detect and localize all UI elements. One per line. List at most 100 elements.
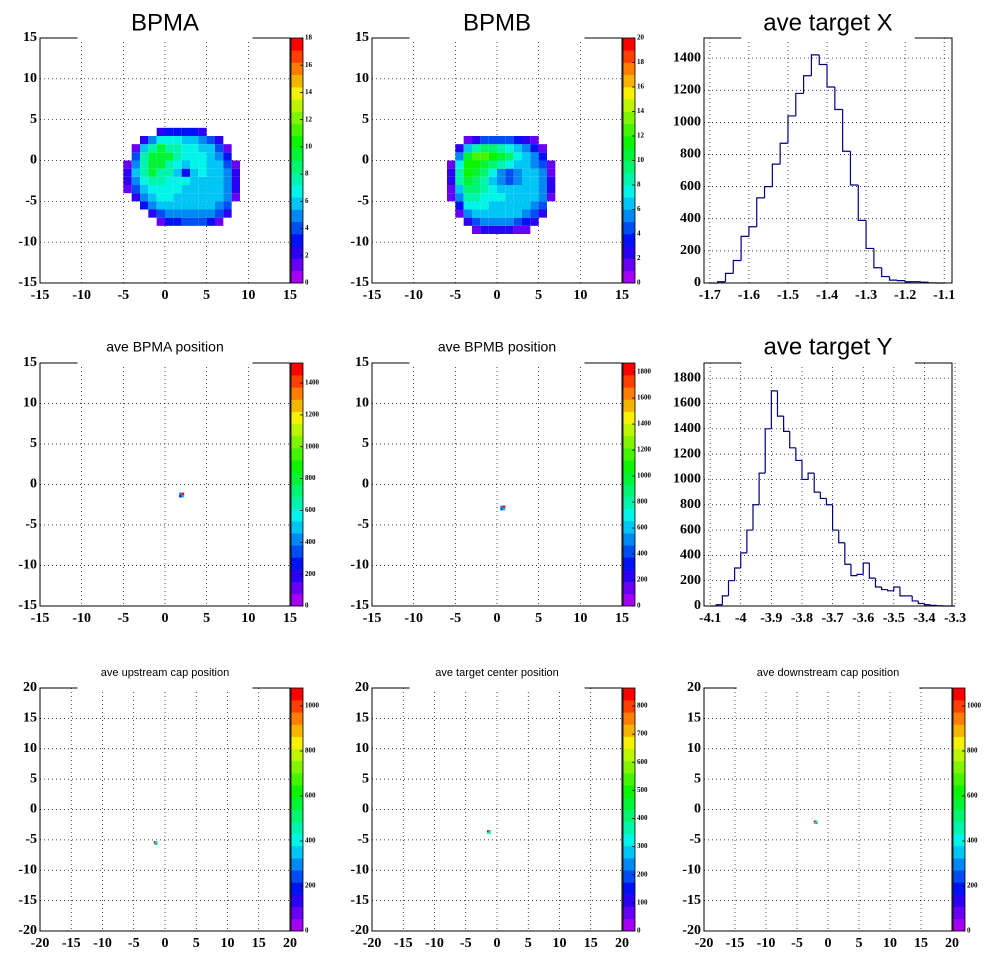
heatmap-cell [165, 193, 174, 202]
histogram-step [763, 186, 773, 198]
colorbar-frame [290, 362, 304, 607]
colorbar-step [291, 387, 303, 400]
heatmap-cell [455, 160, 464, 169]
y-tick-label: -15 [350, 893, 369, 908]
heatmap-cell [156, 185, 165, 194]
heatmap-cell [487, 830, 489, 832]
colorbar-tick-label: 600 [305, 792, 316, 800]
heatmap-cell [190, 176, 199, 185]
colorbar-step [291, 688, 303, 701]
colorbar-tick-label: 200 [637, 870, 648, 878]
y-tick-label: 400 [680, 211, 701, 226]
heatmap-cell [153, 841, 156, 843]
heatmap-cell [206, 144, 215, 153]
histogram-step [856, 573, 864, 576]
colorbar-step [953, 700, 965, 713]
histogram-step [783, 416, 790, 432]
heatmap-cell [547, 185, 556, 194]
y-tick-label: 10 [23, 741, 37, 756]
colorbar-step [291, 270, 303, 284]
chart-title: ave target X [763, 9, 892, 36]
x-tick-label: 0 [825, 936, 832, 951]
heatmap-cell [513, 168, 522, 177]
colorbar-step [953, 797, 965, 810]
heatmap-cell [156, 209, 165, 218]
y-tick-label: 10 [355, 741, 369, 756]
colorbar-step [623, 460, 635, 473]
heatmap-cell [480, 168, 489, 177]
heatmap-cell [530, 193, 539, 202]
colorbar-step [623, 545, 635, 558]
x-tick-label: 10 [221, 936, 235, 951]
heatmap-cell [538, 193, 547, 202]
colorbar-step [623, 845, 635, 859]
heatmap-cell [131, 193, 140, 202]
colorbar-tick-label: 700 [637, 730, 648, 738]
colorbar-tick-label: 4 [305, 224, 309, 232]
heatmap-cell [538, 160, 547, 169]
heatmap-cell [190, 160, 199, 169]
y-tick-label: 5 [30, 436, 37, 451]
heatmap-cell [505, 152, 514, 161]
heatmap-cell [530, 201, 539, 210]
y-tick-label: 0 [694, 598, 701, 613]
heatmap-cell [123, 160, 132, 169]
colorbar-tick-label: 0 [305, 927, 309, 935]
colorbar-tick-label: 16 [637, 83, 645, 91]
y-tick-label: 1000 [673, 472, 701, 487]
y-tick-label: 600 [680, 522, 701, 537]
colorbar-step [623, 736, 635, 750]
x-tick-label: 0 [162, 936, 169, 951]
colorbar-tick-label: 12 [305, 115, 313, 123]
heatmap-cell [472, 176, 481, 185]
x-tick-label: -5 [449, 611, 461, 626]
heatmap-cell [505, 168, 514, 177]
y-tick-label: -15 [18, 275, 37, 290]
colorbar-step [623, 472, 635, 485]
colorbar-step [623, 136, 635, 149]
heatmap-cell [206, 176, 215, 185]
colorbar-tick-label: 800 [305, 474, 316, 482]
panel: -15 -10 -5 0 5 10 15 -15 -10 -5 0 5 10 15 0 200 400 600 80… [350, 339, 651, 627]
heatmap-cell [131, 160, 140, 169]
histogram-step [842, 109, 851, 152]
y-tick-label: 0 [362, 153, 369, 168]
y-tick-label: -5 [357, 832, 369, 847]
colorbar-step [291, 906, 303, 920]
heatmap-cell [497, 152, 506, 161]
heatmap-cell [505, 217, 514, 226]
heatmap-cell [547, 160, 556, 169]
colorbar-tick-label: 14 [637, 107, 645, 115]
colorbar-tick-label: 600 [305, 506, 316, 514]
y-tick-label: 15 [355, 711, 369, 726]
heatmap-cell [463, 201, 472, 210]
chart-title: ave target center position [435, 667, 559, 679]
heatmap-cell [190, 193, 199, 202]
heatmap-cell [530, 144, 539, 153]
x-tick-label: -1.3 [855, 288, 877, 303]
colorbar-step [291, 870, 303, 883]
heatmap-cell [497, 209, 506, 218]
heatmap-cell [480, 144, 489, 153]
heatmap-cell [148, 176, 157, 185]
colorbar-step [291, 460, 303, 473]
colorbar-tick-label: 10 [637, 156, 645, 164]
colorbar-tick-label: 400 [637, 550, 648, 558]
x-tick-label: -5 [117, 611, 129, 626]
title-box [77, 680, 253, 690]
x-tick-label: 5 [203, 611, 210, 626]
heatmap-cell [156, 168, 165, 177]
heatmap-cell [190, 144, 199, 153]
y-tick-label: 400 [680, 548, 701, 563]
heatmap-cell [513, 144, 522, 153]
histogram-step [904, 280, 913, 283]
chart-title: ave downstream cap position [757, 667, 899, 679]
x-tick-label: -1.5 [777, 288, 799, 303]
heatmap-cell [190, 217, 199, 226]
heatmap-cell [148, 160, 157, 169]
y-tick-label: 1400 [673, 421, 701, 436]
colorbar-step [291, 496, 303, 510]
colorbar-tick-label: 0 [637, 279, 641, 287]
colorbar-step [623, 581, 635, 595]
